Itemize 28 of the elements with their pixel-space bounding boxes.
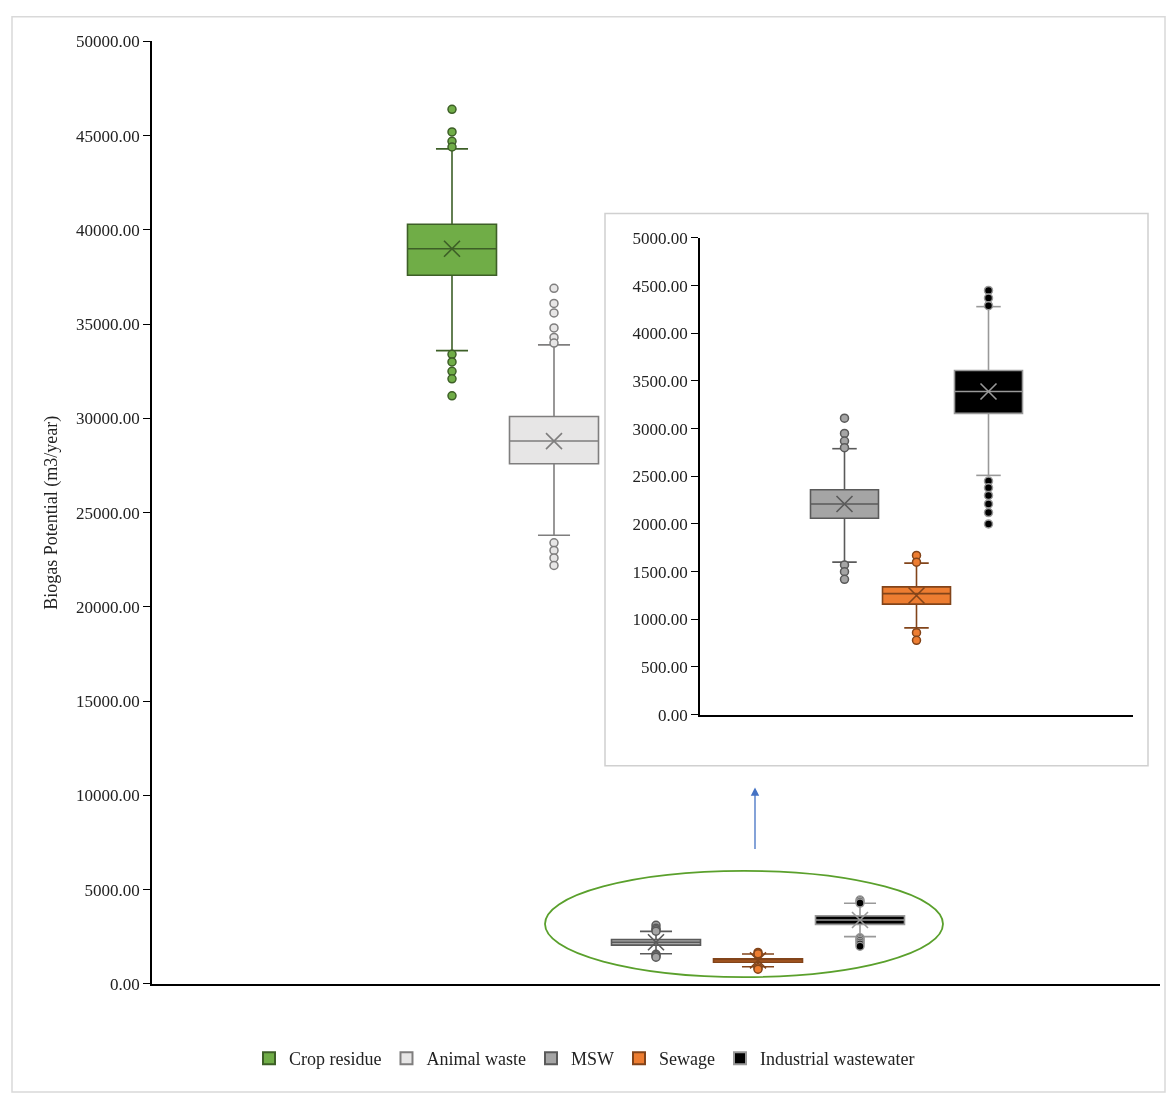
y-tick-label: 2000.00 xyxy=(632,514,688,534)
y-tick-label: 5000.00 xyxy=(632,228,688,248)
y-tick-label: 40000.00 xyxy=(76,220,140,240)
y-tick-label: 45000.00 xyxy=(76,126,140,146)
y-tick-label: 3500.00 xyxy=(632,371,688,391)
y-tick-label: 10000.00 xyxy=(76,786,140,806)
legend-label: MSW xyxy=(570,1049,614,1070)
y-tick-label: 35000.00 xyxy=(76,315,140,335)
y-tick-label: 50000.00 xyxy=(76,32,140,52)
y-tick-label: 25000.00 xyxy=(76,503,140,523)
legend-label: Industrial wastewater xyxy=(759,1049,915,1070)
y-tick-label: 4500.00 xyxy=(632,276,688,296)
y-tick-label: 20000.00 xyxy=(76,597,140,617)
y-tick-label: 3000.00 xyxy=(632,419,688,439)
y-tick-label: 2500.00 xyxy=(632,467,688,487)
y-tick-label: 500.00 xyxy=(641,657,688,677)
y-tick-label: 0.00 xyxy=(658,705,688,725)
y-tick-label: 30000.00 xyxy=(76,409,140,429)
y-axis-title: Biogas Potential (m3/year) xyxy=(40,415,62,610)
y-tick-label: 5000.00 xyxy=(84,880,140,900)
y-tick-label: 15000.00 xyxy=(76,692,140,712)
legend-label: Animal waste xyxy=(426,1049,526,1070)
y-tick-label: 0.00 xyxy=(110,974,140,994)
y-tick-label: 1000.00 xyxy=(632,610,688,630)
legend-label: Crop residue xyxy=(289,1049,382,1070)
y-tick-label: 4000.00 xyxy=(632,324,688,344)
y-tick-label: 1500.00 xyxy=(632,562,688,582)
legend-label: Sewage xyxy=(658,1049,715,1070)
